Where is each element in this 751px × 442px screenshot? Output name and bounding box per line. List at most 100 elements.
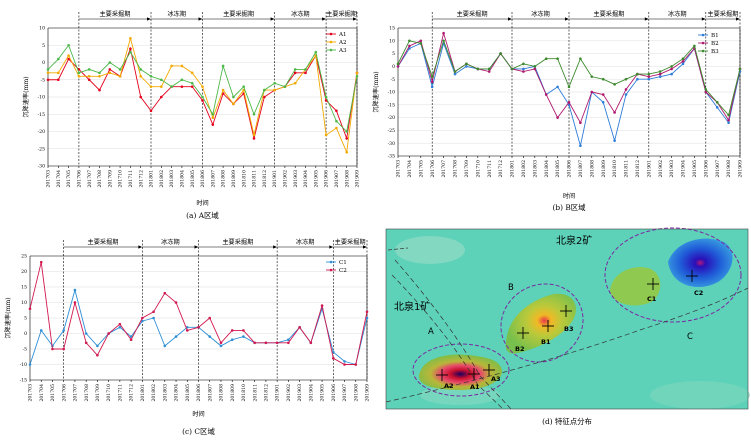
data-point-C2	[163, 291, 167, 295]
data-point-C1	[28, 363, 32, 366]
y-tick-label: 10	[21, 300, 27, 306]
y-tick-label: 15	[389, 26, 395, 32]
x-axis-label: 时间	[563, 192, 575, 200]
data-point-B2	[613, 111, 616, 114]
data-point-C2	[96, 353, 99, 357]
data-point-B2	[624, 88, 628, 91]
y-tick-label: -5	[41, 77, 46, 83]
map-frame	[385, 228, 749, 410]
data-point-B3	[704, 88, 708, 91]
x-tick-label: 201703	[46, 170, 52, 188]
x-tick-label: 201711	[117, 384, 123, 402]
data-point-A3	[335, 119, 338, 123]
data-point-A2	[355, 71, 359, 75]
data-point-B3	[579, 57, 582, 61]
data-point-A3	[190, 81, 194, 85]
period-arrowhead	[701, 17, 706, 21]
data-point-A2	[252, 133, 256, 137]
data-point-B2	[658, 72, 662, 76]
period-label: 主要采掘期	[326, 10, 357, 18]
legend-label-B2: B2	[711, 41, 719, 47]
data-point-A2	[160, 85, 163, 88]
data-point-C2	[51, 347, 54, 351]
data-point-B1	[601, 100, 605, 104]
x-tick-label: 201908	[353, 384, 359, 402]
data-point-A3	[242, 85, 245, 88]
data-point-A3	[180, 78, 184, 82]
data-point-A1	[149, 109, 153, 113]
y-tick-label: -10	[20, 362, 27, 368]
x-tick-label: 201708	[84, 384, 90, 402]
data-point-C1	[118, 326, 122, 329]
period-label: 冰冻期	[296, 238, 315, 246]
y-axis-label: 沉降速率(mm)	[4, 297, 12, 338]
x-tick-label: 201707	[87, 170, 93, 188]
data-point-C2	[253, 341, 256, 345]
x-tick-label: 201809	[231, 170, 237, 188]
x-tick-label: 201812	[262, 170, 268, 188]
data-point-C1	[141, 319, 144, 323]
data-point-A3	[139, 68, 142, 71]
data-point-B3	[567, 85, 571, 89]
data-point-B3	[465, 62, 468, 66]
subsidence-area-c1	[610, 267, 661, 306]
data-point-C1	[163, 344, 167, 348]
x-tick-label: 201811	[252, 384, 258, 402]
data-point-B3	[442, 39, 445, 43]
y-tick-label: 10	[389, 38, 395, 44]
data-point-B3	[396, 62, 400, 66]
data-point-C1	[343, 360, 346, 363]
x-tick-label: 201811	[252, 170, 258, 188]
x-tick-label: 201806	[200, 170, 206, 188]
x-tick-label: 201803	[162, 384, 168, 402]
data-point-C1	[39, 329, 43, 332]
x-tick-label: 201906	[324, 170, 330, 188]
data-point-B3	[453, 70, 457, 73]
data-point-C2	[264, 341, 268, 345]
period-arrowhead	[329, 245, 334, 249]
mine-boundary-line	[385, 287, 749, 403]
x-tick-label: 201803	[532, 160, 538, 178]
legend-label-A1: A1	[338, 32, 347, 38]
x-tick-label: 201808	[589, 160, 595, 178]
data-point-B3	[601, 77, 605, 81]
data-point-B1	[430, 85, 434, 89]
y-tick-label: -30	[38, 164, 45, 170]
y-tick-label: -5	[391, 77, 396, 83]
data-point-B2	[567, 100, 571, 104]
data-point-C1	[96, 344, 99, 348]
x-tick-label: 201906	[331, 384, 337, 402]
data-point-B2	[704, 90, 708, 94]
period-arrowhead	[322, 17, 327, 21]
chart-caption: (b) B区域	[552, 203, 586, 212]
data-point-A2	[190, 71, 194, 75]
data-point-A3	[263, 88, 266, 92]
y-tick-label: 5	[392, 51, 395, 57]
data-point-A1	[190, 85, 194, 88]
x-tick-label: 201805	[555, 160, 561, 178]
data-point-B2	[556, 116, 559, 119]
x-tick-label: 201705	[50, 384, 56, 402]
data-point-C2	[152, 310, 155, 314]
x-tick-label: 201810	[241, 384, 247, 402]
x-tick-label: 201803	[169, 170, 175, 188]
x-tick-label: 201810	[612, 160, 618, 178]
x-tick-label: 201802	[151, 384, 157, 402]
x-tick-label: 201807	[210, 170, 216, 188]
period-label: 主要采掘期	[593, 10, 624, 18]
x-tick-label: 201902	[658, 160, 664, 178]
data-point-B2	[670, 67, 673, 71]
x-tick-label: 201801	[149, 170, 155, 188]
data-point-B1	[715, 106, 719, 109]
x-tick-label: 201710	[118, 170, 124, 188]
y-tick-label: -20	[38, 129, 45, 135]
x-tick-label: 201809	[601, 160, 607, 178]
x-tick-label: 201908	[344, 170, 350, 188]
y-tick-label: -25	[388, 128, 395, 134]
x-tick-label: 201808	[219, 384, 225, 402]
x-tick-label: 201805	[190, 170, 196, 188]
data-point-A2	[129, 37, 132, 40]
x-tick-label: 201704	[407, 160, 413, 178]
x-tick-label: 201706	[77, 170, 83, 188]
